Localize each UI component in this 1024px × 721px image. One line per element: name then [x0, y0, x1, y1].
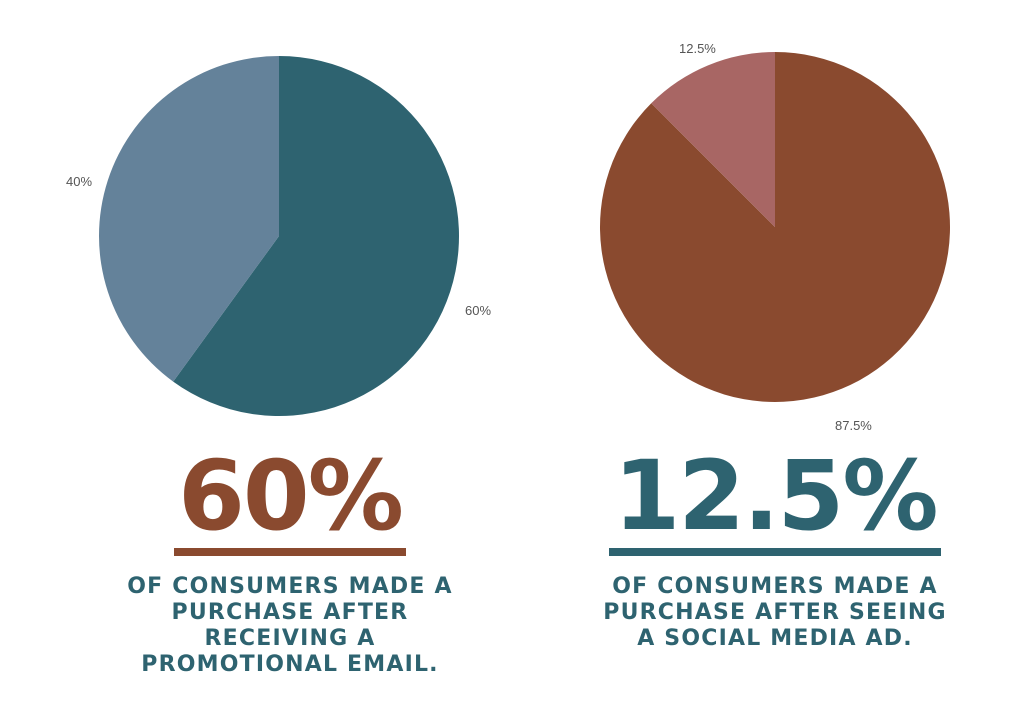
pie-slice-label: 40% — [66, 174, 92, 189]
email-stat-panel: 60% OF CONSUMERS MADE A PURCHASE AFTER R… — [110, 448, 470, 678]
social-ad-purchase-pie: 87.5% 12.5% — [600, 41, 950, 433]
pie-slice-label: 87.5% — [835, 418, 872, 433]
email-stat-value: 60% — [174, 448, 406, 556]
pie-slice-60pct — [173, 56, 459, 416]
email-purchase-pie: 60% 40% — [66, 56, 491, 416]
pie-slice-label: 12.5% — [679, 41, 716, 56]
email-stat-caption: OF CONSUMERS MADE A PURCHASE AFTER RECEI… — [127, 574, 453, 677]
social-stat-value: 12.5% — [609, 448, 941, 556]
pie-slice-label: 60% — [465, 303, 491, 318]
social-stat-caption: OF CONSUMERS MADE A PURCHASE AFTER SEEIN… — [603, 574, 947, 651]
pie-slice-40pct — [98, 56, 279, 382]
pie-charts-canvas: 60% 40% 87.5% 12.5% — [66, 41, 950, 433]
pie-slice-12-5pct — [651, 52, 775, 227]
social-stat-panel: 12.5% OF CONSUMERS MADE A PURCHASE AFTER… — [590, 448, 960, 652]
